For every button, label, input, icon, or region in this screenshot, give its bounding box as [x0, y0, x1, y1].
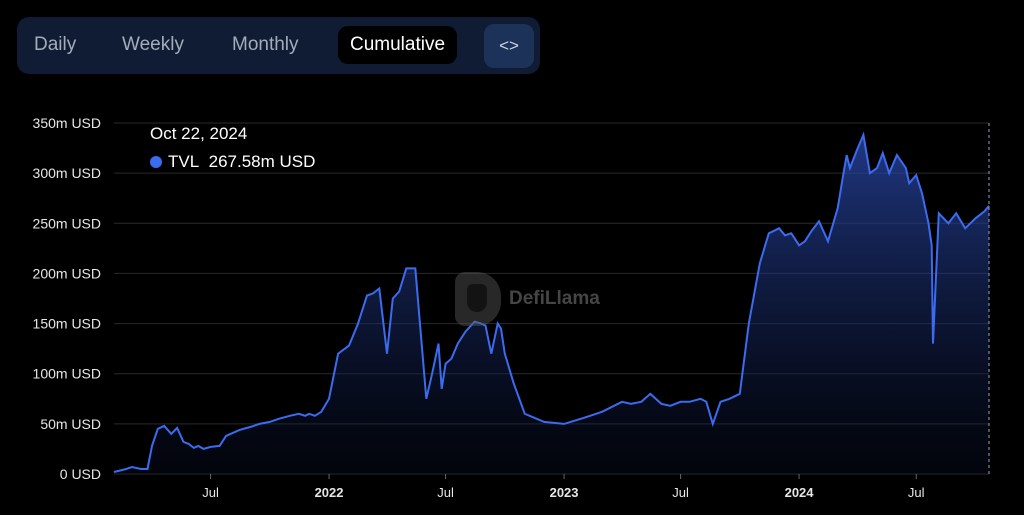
y-tick-label: 200m USD: [33, 265, 101, 281]
y-tick-label: 50m USD: [40, 416, 101, 432]
code-brackets-icon: <>: [499, 36, 519, 55]
x-tick-label: 2022: [315, 485, 344, 500]
y-axis: 0 USD 50m USD 100m USD 150m USD 200m USD 250m…: [33, 115, 101, 482]
y-tick-label: 0 USD: [60, 466, 101, 482]
x-tick-label: Jul: [202, 485, 219, 500]
y-tick-label: 250m USD: [33, 215, 101, 231]
tvl-area: [114, 135, 989, 474]
defillama-watermark: DefiLlama: [455, 272, 600, 326]
tab-weekly[interactable]: Weekly: [122, 34, 184, 55]
x-axis: Jul 2022 Jul 2023 Jul 2024 Jul: [202, 474, 925, 500]
x-tick-label: Jul: [437, 485, 454, 500]
tooltip-row: TVL 267.58m USD: [150, 148, 315, 176]
watermark-text: DefiLlama: [509, 288, 600, 309]
y-tick-label: 350m USD: [33, 115, 101, 131]
tab-daily[interactable]: Daily: [34, 34, 77, 55]
tooltip-date: Oct 22, 2024: [150, 124, 248, 143]
x-tick-label: Jul: [908, 485, 925, 500]
y-tick-label: 150m USD: [33, 316, 101, 332]
tvl-line-series: [113, 131, 990, 473]
y-tick-label: 300m USD: [33, 165, 101, 181]
x-tick-label: 2024: [785, 485, 815, 500]
series-dot-icon: [150, 156, 162, 168]
tooltip-value: 267.58m USD: [208, 152, 316, 171]
tab-monthly[interactable]: Monthly: [232, 34, 299, 55]
embed-code-button[interactable]: <>: [484, 24, 534, 68]
chart-mode-tabs: Daily Weekly Monthly Cumulative <>: [17, 17, 540, 74]
x-tick-label: Jul: [672, 485, 689, 500]
y-tick-label: 100m USD: [33, 366, 101, 382]
tab-cumulative[interactable]: Cumulative: [338, 26, 458, 64]
tooltip-series-name: TVL: [168, 152, 200, 171]
x-tick-label: 2023: [550, 485, 579, 500]
chart-tooltip: Oct 22, 2024 TVL 267.58m USD: [150, 120, 315, 176]
llama-logo-icon: [455, 272, 501, 326]
